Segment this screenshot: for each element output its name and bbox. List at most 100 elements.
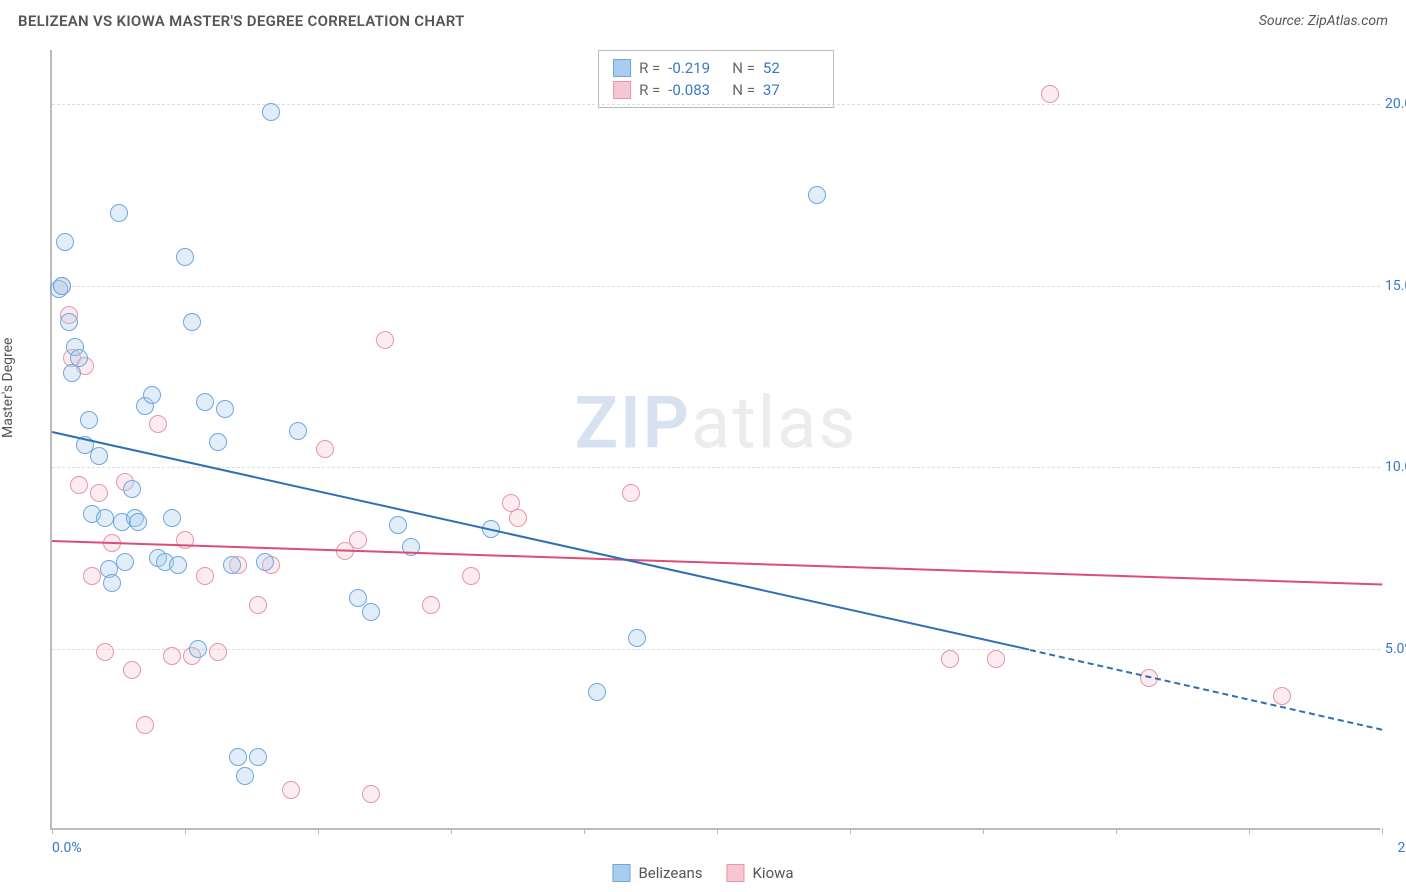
chart-plot-area: ZIPatlas R = -0.219 N = 52 R = -0.083 N … (50, 50, 1380, 830)
swatch-kiowa (727, 864, 745, 882)
point-kiowa (349, 531, 367, 549)
point-belizeans (70, 349, 88, 367)
trendline-belizeans (52, 431, 1030, 651)
point-belizeans (256, 553, 274, 571)
ytick-label: 10.0% (1385, 459, 1406, 475)
n-label: N = (732, 81, 755, 99)
swatch-belizeans (612, 864, 630, 882)
point-kiowa (462, 567, 480, 585)
xtick-mark (584, 828, 585, 834)
point-kiowa (149, 415, 167, 433)
xtick-mark (850, 828, 851, 834)
point-belizeans (80, 411, 98, 429)
chart-title: BELIZEAN VS KIOWA MASTER'S DEGREE CORREL… (18, 12, 465, 30)
xtick-mark (1249, 828, 1250, 834)
point-belizeans (90, 447, 108, 465)
point-kiowa (196, 567, 214, 585)
point-belizeans (189, 640, 207, 658)
point-belizeans (236, 767, 254, 785)
trendline-belizeans-dash (1029, 649, 1382, 731)
point-kiowa (362, 785, 380, 803)
xtick-mark (717, 828, 718, 834)
point-belizeans (389, 516, 407, 534)
point-kiowa (209, 643, 227, 661)
point-belizeans (196, 393, 214, 411)
xtick-mark (1116, 828, 1117, 834)
point-kiowa (987, 650, 1005, 668)
gridline-h (52, 286, 1380, 287)
xtick-mark (52, 828, 53, 834)
point-kiowa (249, 596, 267, 614)
point-belizeans (262, 103, 280, 121)
point-kiowa (136, 716, 154, 734)
point-belizeans (96, 509, 114, 527)
point-kiowa (96, 643, 114, 661)
point-kiowa (941, 650, 959, 668)
point-belizeans (249, 748, 267, 766)
point-kiowa (123, 661, 141, 679)
point-kiowa (422, 596, 440, 614)
xtick-mark (318, 828, 319, 834)
point-belizeans (116, 553, 134, 571)
point-belizeans (229, 748, 247, 766)
watermark: ZIPatlas (574, 381, 857, 466)
point-belizeans (216, 400, 234, 418)
ytick-label: 15.0% (1385, 278, 1406, 294)
point-belizeans (60, 313, 78, 331)
xtick-mark (451, 828, 452, 834)
gridline-h (52, 649, 1380, 650)
gridline-h (52, 104, 1380, 105)
point-kiowa (83, 567, 101, 585)
point-belizeans (628, 629, 646, 647)
series-legend: Belizeans Kiowa (612, 864, 793, 882)
point-kiowa (163, 647, 181, 665)
xtick-label: 0.0% (52, 840, 82, 856)
point-belizeans (209, 433, 227, 451)
point-belizeans (129, 513, 147, 531)
point-belizeans (588, 683, 606, 701)
swatch-belizeans (613, 59, 631, 77)
point-belizeans (223, 556, 241, 574)
r-label: R = (639, 59, 660, 77)
point-kiowa (1041, 85, 1059, 103)
point-belizeans (163, 509, 181, 527)
legend-label-belizeans: Belizeans (638, 864, 702, 882)
point-belizeans (349, 589, 367, 607)
n-value-kiowa: 37 (763, 81, 819, 99)
point-kiowa (509, 509, 527, 527)
point-belizeans (103, 574, 121, 592)
y-axis-label: Master's Degree (0, 338, 16, 438)
point-kiowa (622, 484, 640, 502)
point-kiowa (1273, 687, 1291, 705)
point-belizeans (53, 277, 71, 295)
xtick-label: 20.0% (1397, 840, 1406, 856)
r-value-kiowa: -0.083 (668, 81, 724, 99)
stats-row-kiowa: R = -0.083 N = 37 (613, 79, 819, 101)
point-belizeans (110, 204, 128, 222)
swatch-kiowa (613, 81, 631, 99)
point-belizeans (289, 422, 307, 440)
stats-legend-box: R = -0.219 N = 52 R = -0.083 N = 37 (598, 50, 834, 108)
point-belizeans (808, 186, 826, 204)
point-belizeans (169, 556, 187, 574)
point-kiowa (90, 484, 108, 502)
r-value-belizeans: -0.219 (668, 59, 724, 77)
point-belizeans (183, 313, 201, 331)
legend-label-kiowa: Kiowa (753, 864, 794, 882)
n-label: N = (732, 59, 755, 77)
xtick-mark (1382, 828, 1383, 834)
point-kiowa (70, 476, 88, 494)
stats-row-belizeans: R = -0.219 N = 52 (613, 57, 819, 79)
point-belizeans (123, 480, 141, 498)
ytick-label: 5.0% (1385, 641, 1406, 657)
xtick-mark (185, 828, 186, 834)
point-kiowa (376, 331, 394, 349)
r-label: R = (639, 81, 660, 99)
point-belizeans (176, 248, 194, 266)
legend-item-belizeans: Belizeans (612, 864, 702, 882)
gridline-h (52, 467, 1380, 468)
source-label: Source: ZipAtlas.com (1259, 13, 1388, 29)
point-kiowa (316, 440, 334, 458)
point-kiowa (282, 781, 300, 799)
n-value-belizeans: 52 (763, 59, 819, 77)
